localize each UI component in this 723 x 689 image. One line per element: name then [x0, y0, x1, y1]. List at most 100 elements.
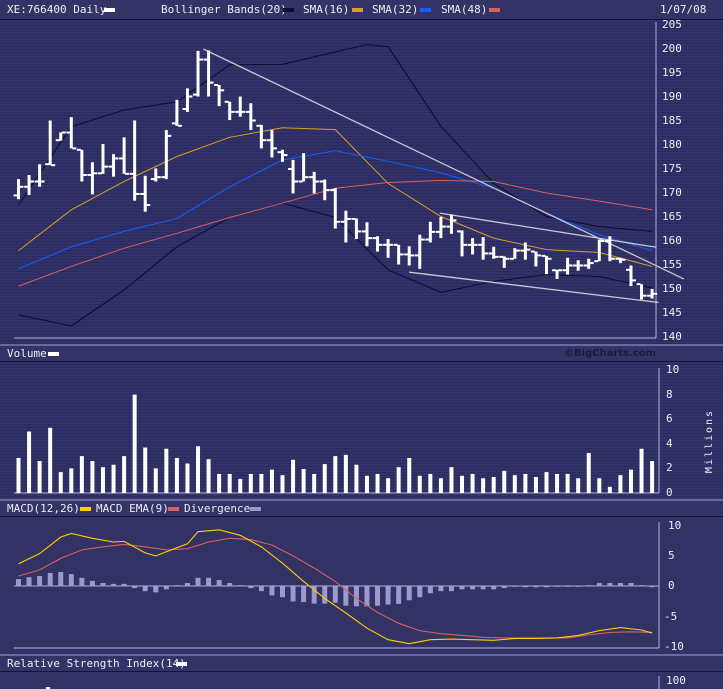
ohlc-close-tick: [146, 204, 151, 206]
volume-bar: [417, 475, 422, 493]
divergence-bar: [406, 586, 412, 601]
divergence-bar: [132, 586, 138, 589]
ohlc-bar: [555, 269, 559, 279]
divergence-bar: [544, 586, 549, 588]
volume-bar: [48, 427, 53, 493]
ohlc-bar: [228, 101, 232, 121]
ohlc-open-tick: [288, 168, 293, 170]
volume-bar: [523, 473, 528, 493]
volume-bar: [407, 457, 412, 493]
ohlc-bar: [640, 284, 644, 300]
ohlc-bar: [133, 120, 137, 201]
ohlc-open-tick: [97, 172, 102, 175]
divergence-bar: [68, 574, 74, 587]
macd-tick-label: 0: [668, 579, 675, 593]
ohlc-bar: [175, 99, 179, 126]
ohlc-bar: [376, 236, 380, 252]
ohlc-bar: [597, 239, 601, 262]
divergence-bar: [586, 585, 592, 587]
price-plot-area: [0, 20, 723, 344]
volume-bar: [481, 478, 486, 493]
legend-bollinger-swatch: [283, 8, 294, 12]
price-tick-label: 165: [662, 210, 682, 223]
divergence-bar: [153, 586, 159, 593]
ohlc-bar: [48, 120, 52, 166]
volume-bar: [27, 431, 32, 493]
ohlc-close-tick: [589, 262, 594, 265]
ohlc-bar: [38, 164, 42, 187]
volume-bar: [607, 486, 612, 493]
ohlc-bar: [90, 162, 94, 195]
divergence-bar: [16, 579, 21, 587]
divergence-bar: [237, 585, 243, 587]
volume-bar: [269, 469, 274, 493]
ohlc-close-tick: [220, 89, 225, 92]
ohlc-open-tick: [351, 217, 356, 220]
divergence-bar: [227, 582, 233, 587]
ohlc-bar: [576, 260, 580, 271]
divergence-bar: [343, 586, 349, 606]
ohlc-close-tick: [515, 249, 520, 252]
ohlc-open-tick: [361, 230, 366, 233]
ohlc-open-tick: [150, 178, 155, 181]
ohlc-open-tick: [457, 230, 462, 233]
divergence-bar: [216, 579, 222, 587]
ohlc-open-tick: [414, 254, 419, 257]
volume-bar: [132, 394, 137, 493]
overlay-line-0: [18, 44, 653, 232]
legend-bollinger-label: Bollinger Bands(20): [161, 3, 287, 16]
ohlc-close-tick: [304, 176, 309, 179]
price-tick-label: 200: [662, 42, 682, 55]
ohlc-close-tick: [61, 131, 66, 134]
legend-macd-label: MACD(12,26): [7, 502, 80, 515]
legend-macd-ema-swatch: [168, 507, 179, 511]
rsi-line-start: [46, 687, 50, 689]
ohlc-open-tick: [647, 294, 652, 297]
ohlc-close-tick: [621, 258, 626, 261]
ohlc-close-tick: [452, 219, 457, 222]
volume-bar: [639, 448, 644, 493]
ohlc-bar: [354, 218, 358, 240]
ohlc-open-tick: [182, 108, 187, 110]
ohlc-close-tick: [494, 255, 499, 258]
divergence-bar: [375, 586, 381, 606]
price-tick-label: 185: [662, 114, 682, 127]
divergence-bar: [142, 586, 148, 592]
ohlc-close-tick: [346, 217, 351, 220]
ohlc-bar: [333, 188, 337, 229]
ohlc-close-tick: [177, 124, 182, 127]
rsi-legend-swatch: [176, 662, 187, 666]
ohlc-close-tick: [251, 119, 256, 122]
ohlc-close-tick: [336, 220, 341, 223]
ohlc-close-tick: [642, 294, 647, 297]
ohlc-open-tick: [478, 243, 483, 246]
volume-tick-label: 10: [666, 363, 680, 376]
ohlc-open-tick: [171, 122, 176, 125]
ohlc-bar: [502, 256, 506, 268]
divergence-bar: [111, 583, 117, 587]
divergence-bar: [470, 586, 476, 590]
ohlc-close-tick: [631, 279, 636, 282]
ohlc-open-tick: [119, 157, 124, 160]
ohlc-bar: [418, 234, 422, 269]
ohlc-close-tick: [19, 185, 24, 188]
ohlc-close-tick: [188, 95, 193, 98]
ohlc-bar: [492, 246, 496, 259]
price-tick-label: 150: [662, 282, 682, 295]
ohlc-close-tick: [51, 164, 56, 167]
ohlc-close-tick: [463, 243, 468, 246]
ohlc-close-tick: [579, 264, 584, 267]
ohlc-close-tick: [30, 180, 35, 183]
bigcharts-copyright: ©BigCharts.com: [564, 348, 657, 359]
divergence-bar: [332, 586, 338, 603]
ohlc-open-tick: [235, 110, 240, 113]
ohlc-close-tick: [325, 189, 330, 192]
chart-date: 1/07/08: [660, 3, 707, 16]
ohlc-bar: [27, 175, 31, 195]
ohlc-close-tick: [568, 264, 573, 267]
legend-macd-swatch: [80, 507, 91, 511]
ohlc-open-tick: [541, 254, 546, 257]
volume-bar: [196, 446, 201, 493]
ohlc-bar: [281, 149, 284, 162]
ohlc-bar: [523, 242, 527, 260]
